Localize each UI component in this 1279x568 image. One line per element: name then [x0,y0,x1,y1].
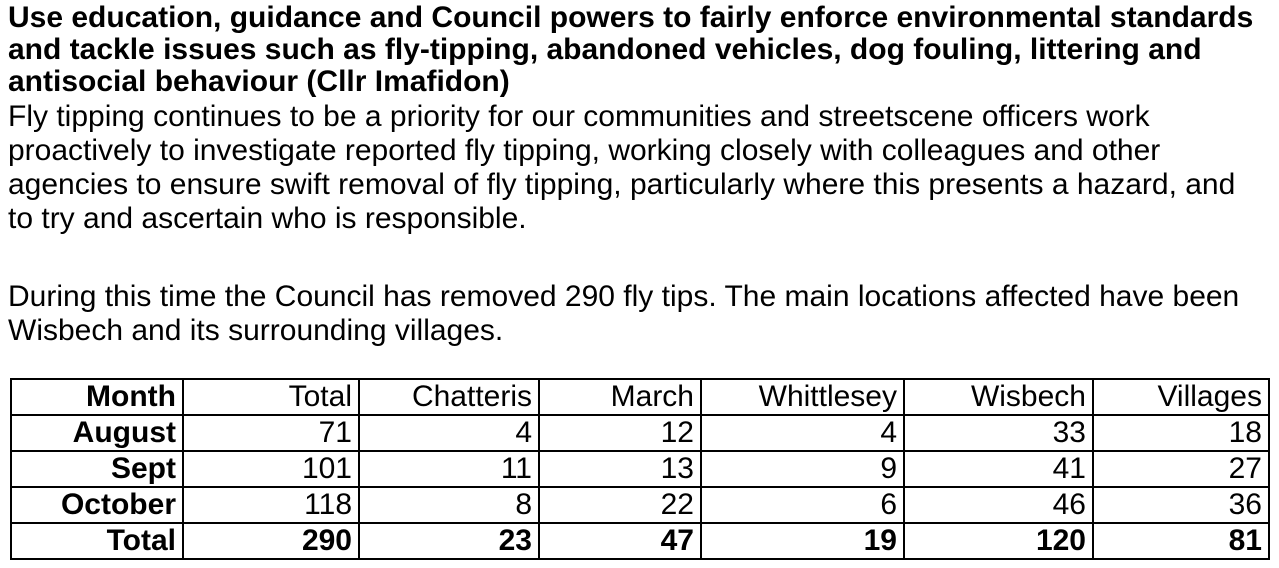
table-cell: 4 [700,414,905,452]
table-cell: 23 [358,522,540,560]
table-header-row: Month Total Chatteris March Whittlesey Wisbec… [10,378,1270,416]
table-cell: 120 [903,522,1094,560]
table-cell: 41 [903,450,1094,488]
table-cell: 8 [358,486,540,524]
table-total-row: Total 290 23 47 19 120 81 [10,522,1270,560]
column-header-wisbech: Wisbech [903,378,1094,416]
table-cell: 81 [1092,522,1270,560]
table-row-october: October 118 8 22 6 46 36 [10,486,1270,524]
column-header-villages: Villages [1092,378,1270,416]
table-cell: 71 [182,414,360,452]
report-heading: Use education, guidance and Council powe… [8,1,1254,98]
table-body: August 71 4 12 4 33 18 Sept 101 11 13 9 41 27 October 1… [10,414,1270,560]
table-cell: 18 [1092,414,1270,452]
paragraph-removed-count: During this time the Council has removed… [8,280,1240,347]
table-cell: 19 [700,522,905,560]
table-cell: 22 [538,486,702,524]
table-cell: 11 [358,450,540,488]
table-cell: 27 [1092,450,1270,488]
table-cell: 33 [903,414,1094,452]
column-header-month: Month [10,378,184,416]
table-cell: 4 [358,414,540,452]
column-header-march: March [538,378,702,416]
table-row-sept: Sept 101 11 13 9 41 27 [10,450,1270,488]
table-cell: 46 [903,486,1094,524]
table-cell: 13 [538,450,702,488]
table-cell: 101 [182,450,360,488]
column-header-whittlesey: Whittlesey [700,378,905,416]
table-cell: 12 [538,414,702,452]
table-cell: 36 [1092,486,1270,524]
column-header-chatteris: Chatteris [358,378,540,416]
table-cell: 118 [182,486,360,524]
row-label: Total [10,522,184,560]
table-cell: 47 [538,522,702,560]
paragraph-fly-tipping-priority: Fly tipping continues to be a priority f… [8,100,1236,235]
table-cell: 290 [182,522,360,560]
row-label: Sept [10,450,184,488]
table-cell: 6 [700,486,905,524]
column-header-total: Total [182,378,360,416]
table-cell: 9 [700,450,905,488]
table-row-august: August 71 4 12 4 33 18 [10,414,1270,452]
fly-tipping-table: Month Total Chatteris March Whittlesey Wisbec… [10,378,1270,560]
row-label: August [10,414,184,452]
row-label: October [10,486,184,524]
